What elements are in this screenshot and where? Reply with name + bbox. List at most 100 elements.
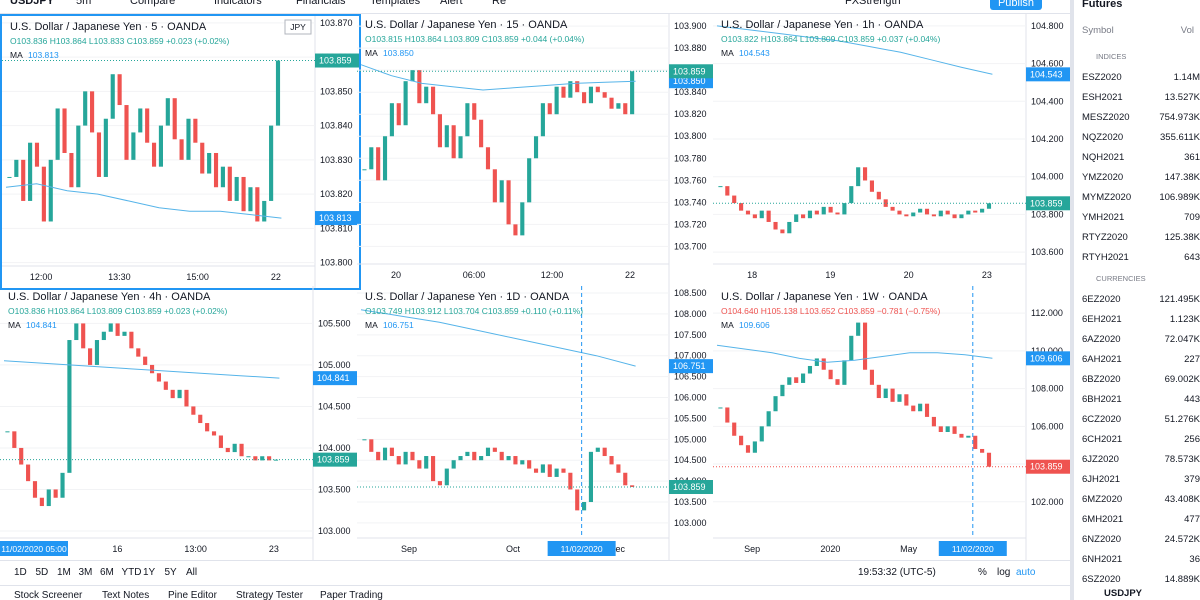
candle: [129, 331, 134, 349]
candle: [527, 460, 532, 469]
watchlist-row[interactable]: NQZ2020 355.611K: [1082, 132, 1200, 152]
candle: [267, 456, 272, 461]
watchlist-row[interactable]: 6AH2021 227: [1082, 354, 1200, 374]
candle: [623, 472, 628, 486]
watchlist-row[interactable]: ESZ2020 1.14M: [1082, 72, 1200, 92]
timeframe-button[interactable]: 5D: [35, 567, 49, 578]
ma-label: MA: [8, 320, 21, 330]
candle: [451, 125, 456, 159]
watchlist-row[interactable]: 6AZ2020 72.047K: [1082, 334, 1200, 354]
toolbar-item[interactable]: USDJPY: [10, 0, 55, 7]
candle: [527, 158, 532, 203]
toolbar-item[interactable]: Compare: [130, 0, 176, 7]
candle: [69, 152, 74, 188]
bottom-tab[interactable]: Text Notes: [102, 590, 150, 600]
ma-tag: 104.841: [317, 373, 350, 383]
watchlist-row[interactable]: 6NH2021 36: [1082, 554, 1200, 574]
watchlist-row[interactable]: 6CH2021 256: [1082, 434, 1200, 454]
watchlist-row[interactable]: NQH2021 361: [1082, 152, 1200, 172]
watchlist-row[interactable]: 6BZ2020 69.002K: [1082, 374, 1200, 394]
candle: [506, 180, 511, 225]
y-tick-label: 103.760: [674, 175, 707, 185]
watchlist-row[interactable]: 6MH2021 477: [1082, 514, 1200, 534]
scale-option[interactable]: %: [978, 567, 987, 578]
scale-option[interactable]: auto: [1016, 567, 1036, 578]
toolbar-item[interactable]: Financials: [296, 0, 346, 7]
candle: [122, 331, 127, 336]
watchlist-row[interactable]: 6EH2021 1.123K: [1082, 314, 1200, 334]
candle: [828, 369, 833, 380]
toolbar-item[interactable]: Indicators: [214, 0, 262, 7]
watchlist-row[interactable]: YMZ2020 147.38K: [1082, 172, 1200, 192]
timeframe-button[interactable]: 1M: [57, 567, 71, 578]
watchlist-row[interactable]: 6JH2021 379: [1082, 474, 1200, 494]
candle: [752, 214, 757, 219]
candle: [179, 139, 184, 160]
bottom-tab[interactable]: Pine Editor: [168, 590, 217, 600]
watchlist-title[interactable]: Futures: [1082, 0, 1123, 10]
watchlist-footer[interactable]: USDJPY: [1104, 588, 1143, 599]
bottom-tab[interactable]: Strategy Tester: [236, 590, 304, 600]
watchlist-row[interactable]: 6SZ2020 14.889K: [1082, 574, 1200, 594]
candle: [83, 91, 88, 126]
timeframe-button[interactable]: All: [186, 567, 198, 578]
volume: 51.276K: [1164, 414, 1200, 425]
watchlist-row[interactable]: RTYH2021 643: [1082, 252, 1200, 272]
chart-title: U.S. Dollar / Japanese Yen · 5 · OANDA: [10, 21, 207, 33]
watchlist-row[interactable]: MYMZ2020 106.989K: [1082, 192, 1200, 212]
candle: [492, 169, 497, 203]
timeframe-button[interactable]: 1Y: [143, 567, 156, 578]
candle: [561, 468, 566, 473]
y-tick-label: 103.840: [674, 87, 707, 97]
watchlist-row[interactable]: ESH2021 13.527K: [1082, 92, 1200, 112]
bottom-tab[interactable]: Paper Trading: [320, 590, 383, 600]
watchlist-row[interactable]: 6CZ2020 51.276K: [1082, 414, 1200, 434]
watchlist-row[interactable]: 6NZ2020 24.572K: [1082, 534, 1200, 554]
candle: [218, 435, 223, 448]
timeframe-button[interactable]: 1D: [14, 567, 27, 578]
toolbar-item[interactable]: Re: [492, 0, 507, 7]
timeframe-button[interactable]: YTD: [121, 567, 142, 578]
toolbar-item[interactable]: Templates: [370, 0, 421, 7]
candle: [904, 214, 909, 217]
bottom-tab[interactable]: Stock Screener: [14, 590, 83, 600]
timeframe-button[interactable]: 5Y: [164, 567, 177, 578]
volume: 14.889K: [1164, 574, 1200, 585]
candle: [5, 431, 10, 433]
candle: [732, 422, 737, 436]
watchlist-row[interactable]: MESZ2020 754.973K: [1082, 112, 1200, 132]
ma-value: 103.813: [28, 50, 59, 60]
watchlist-row[interactable]: 6BH2021 443: [1082, 394, 1200, 414]
candle: [424, 456, 429, 469]
candle: [55, 108, 60, 160]
toolbar-item[interactable]: Alert: [440, 0, 463, 7]
y-tick-label: 103.000: [318, 526, 351, 536]
candle: [170, 389, 175, 399]
ma-value: 103.850: [383, 48, 414, 58]
watchlist-row[interactable]: 6MZ2020 43.408K: [1082, 494, 1200, 514]
candle: [773, 221, 778, 230]
watchlist-row[interactable]: RTYZ2020 125.38K: [1082, 232, 1200, 252]
scale-option[interactable]: log: [997, 567, 1011, 578]
date-tag: 11/02/2020: [561, 544, 603, 554]
publish-button[interactable]: Publish: [990, 0, 1042, 10]
watchlist-row[interactable]: YMH2021 709: [1082, 212, 1200, 232]
candle: [835, 379, 840, 385]
timeframe-button[interactable]: 3M: [78, 567, 93, 578]
candle: [32, 481, 38, 498]
column-header: Vol: [1180, 25, 1194, 36]
watchlist-row[interactable]: 6EZ2020 121.495K: [1082, 294, 1200, 314]
toolbar-item[interactable]: 5m: [76, 0, 92, 7]
candle: [931, 214, 936, 217]
candle: [588, 86, 594, 104]
volume: 379: [1184, 474, 1200, 485]
candle: [479, 119, 484, 148]
timeframe-button[interactable]: 6M: [100, 567, 114, 578]
watchlist-row[interactable]: 6JZ2020 78.573K: [1082, 454, 1200, 474]
volume: 227: [1184, 354, 1200, 365]
price-tag-bg: [1026, 459, 1070, 474]
candle: [14, 159, 19, 177]
chart-pane: 102.000104.000106.000108.000110.000112.0…: [713, 286, 1070, 560]
candle: [533, 136, 539, 159]
toolbar-item[interactable]: FXStrength: [845, 0, 901, 7]
